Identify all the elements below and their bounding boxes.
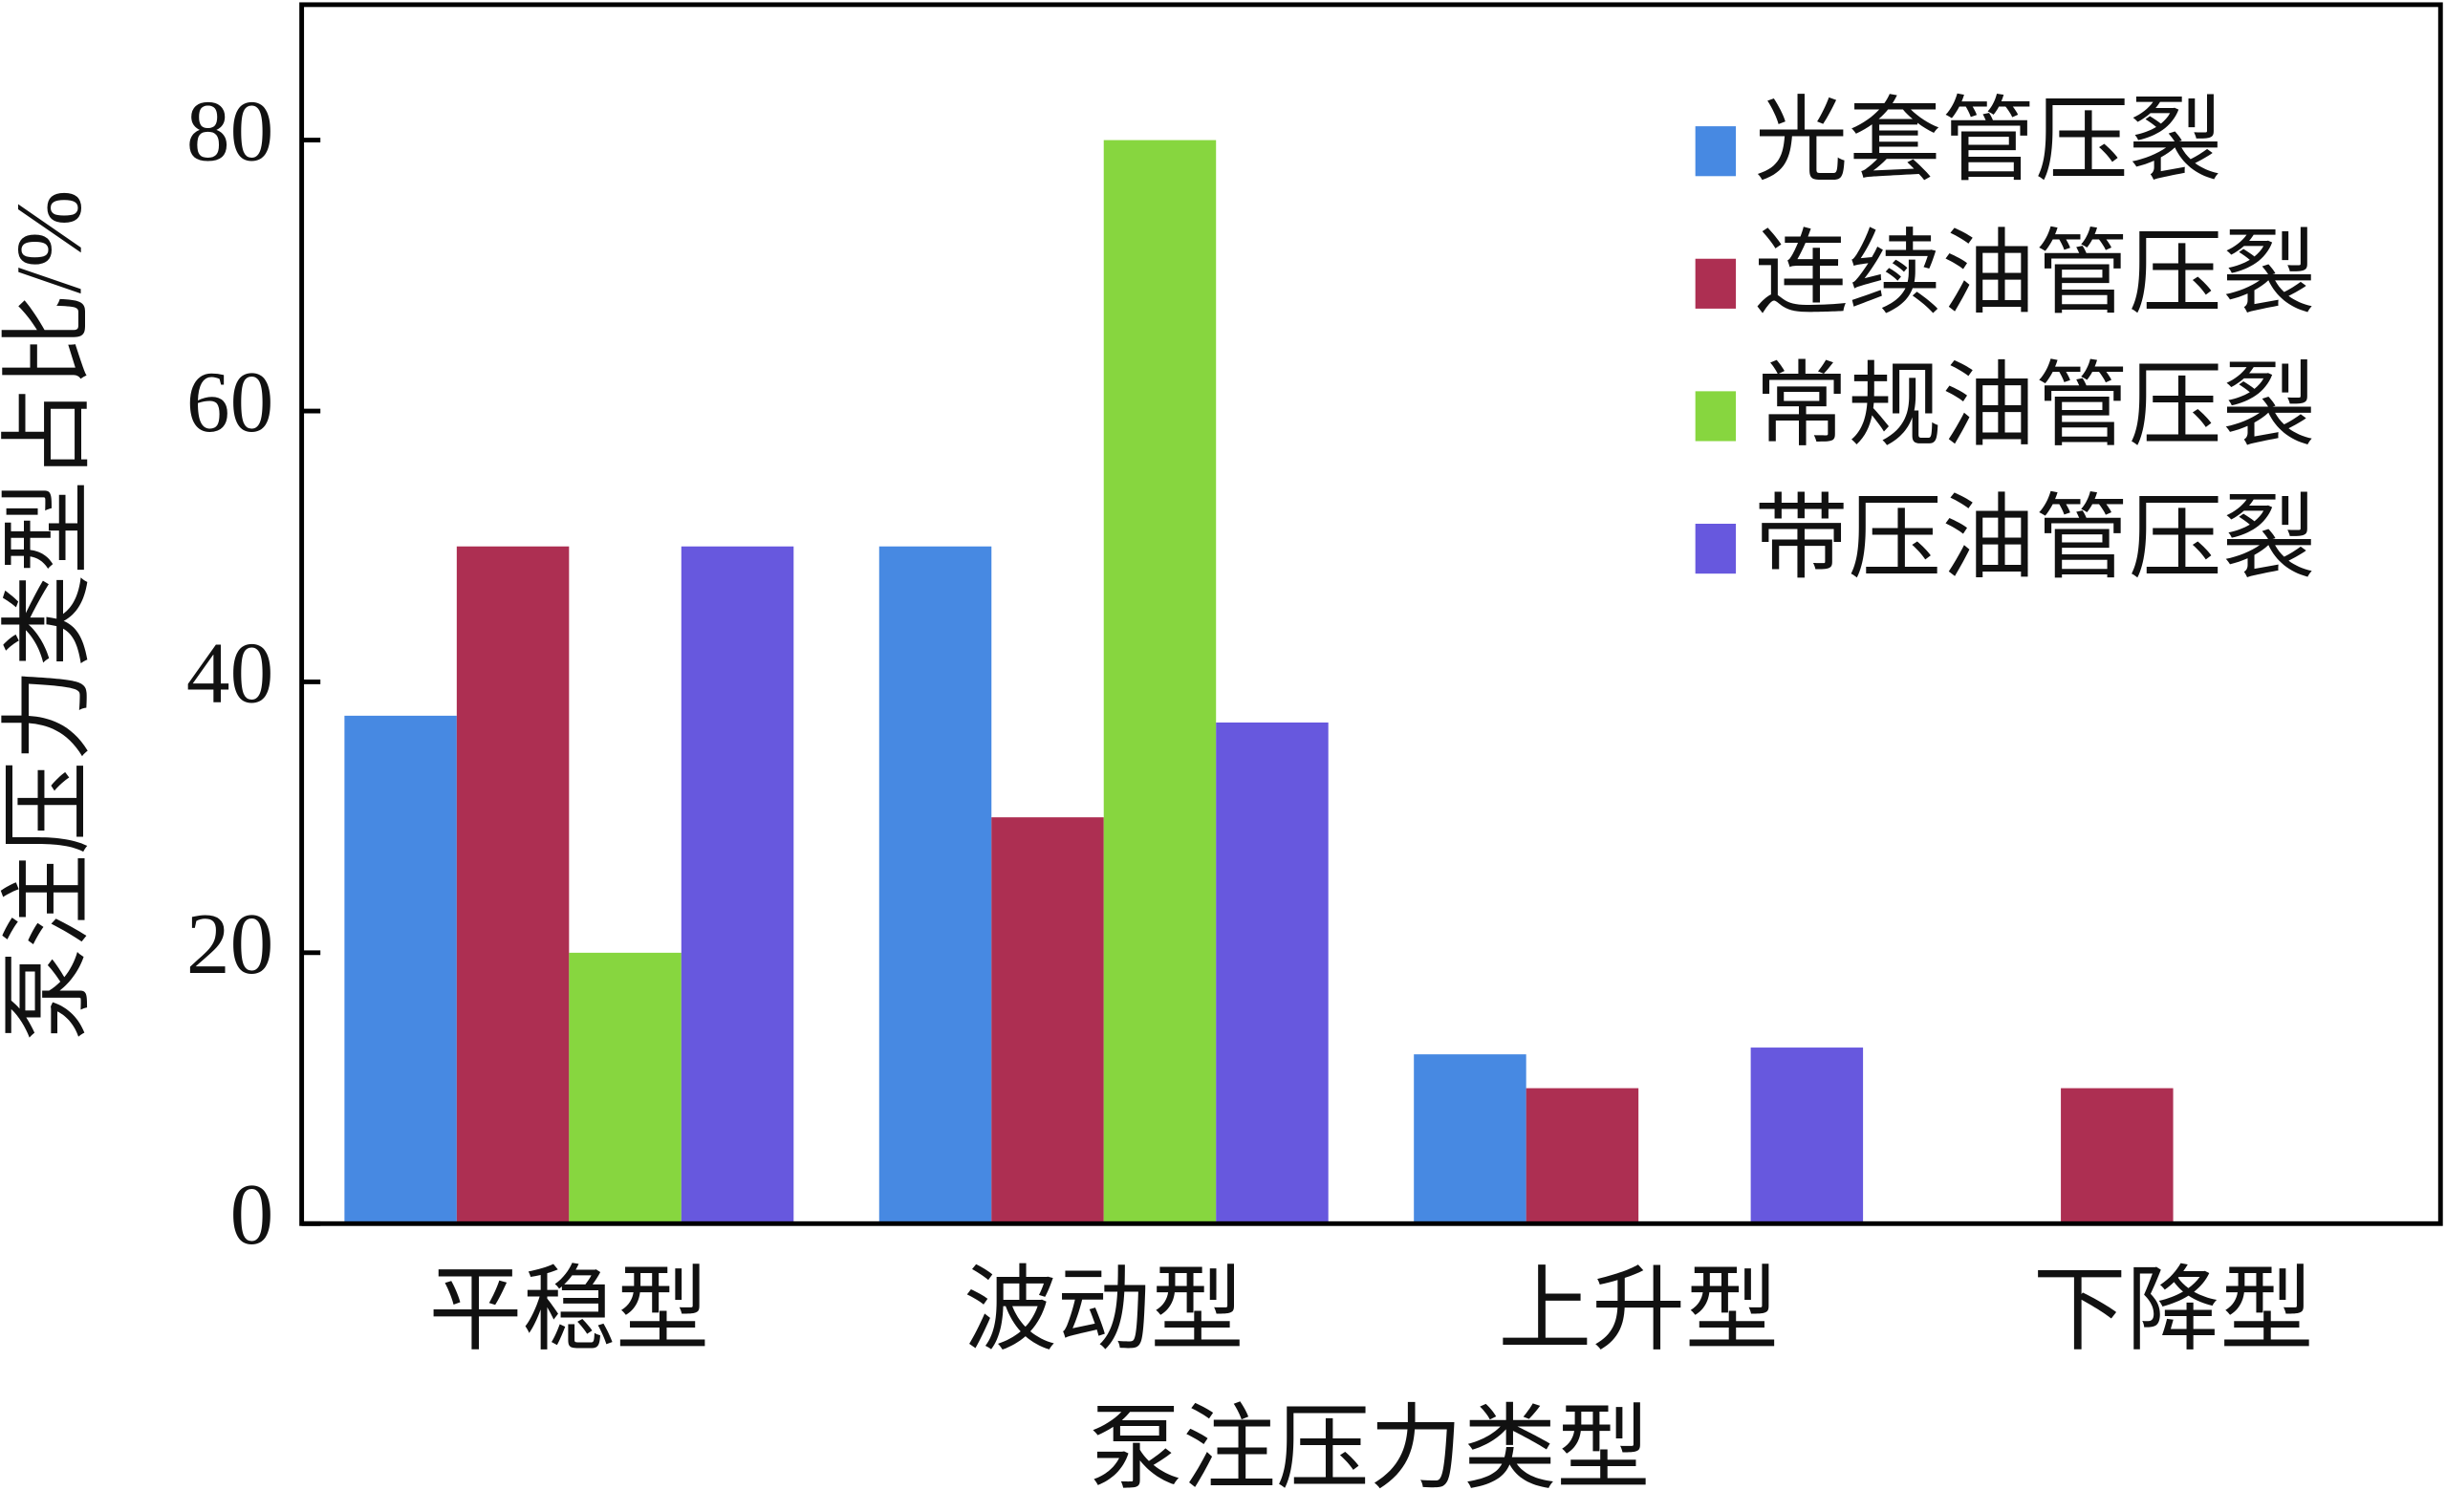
x-tick-label: 波动型 [963, 1260, 1245, 1363]
legend-swatch [1695, 391, 1737, 442]
bar [681, 546, 794, 1224]
bar [2061, 1088, 2174, 1224]
x-axis-title: 泵注压力类型 [1089, 1398, 1650, 1501]
plot-frame [299, 2, 2443, 1226]
legend-label: 带压油管压裂 [1755, 488, 2316, 592]
bar [456, 546, 570, 1224]
y-tick-label: 60 [186, 354, 273, 450]
bar [991, 817, 1104, 1224]
x-tick-label: 上升型 [1498, 1260, 1779, 1363]
bar [878, 546, 992, 1224]
bar [1216, 722, 1329, 1224]
y-tick-label: 20 [186, 896, 273, 992]
legend-swatch [1695, 126, 1737, 177]
legend-swatch [1695, 258, 1737, 309]
bar [569, 952, 682, 1224]
bar [1526, 1088, 1639, 1224]
legend-swatch [1695, 523, 1737, 574]
x-tick-label: 平稳型 [429, 1260, 710, 1363]
legend-label: 常规油管压裂 [1755, 356, 2316, 459]
y-axis-title: 泵注压力类型占比/% [0, 189, 101, 1041]
bar [1750, 1048, 1864, 1224]
y-tick-label: 40 [186, 624, 273, 721]
y-tick-label: 80 [186, 83, 273, 180]
bar [1414, 1054, 1526, 1224]
bar [1103, 140, 1217, 1224]
bar [344, 715, 457, 1224]
legend-label: 光套管压裂 [1755, 91, 2222, 194]
y-tick-label: 0 [230, 1166, 274, 1263]
legend-label: 连续油管压裂 [1755, 223, 2316, 326]
x-tick-label: 下降型 [2033, 1260, 2314, 1363]
